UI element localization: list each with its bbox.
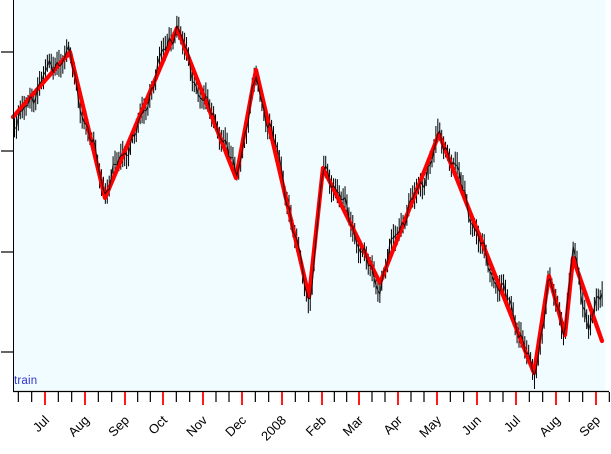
- svg-text:2008: 2008: [258, 413, 289, 444]
- svg-text:Jul: Jul: [501, 412, 523, 434]
- svg-text:Mar: Mar: [340, 412, 367, 439]
- close-line: [14, 23, 603, 377]
- svg-text:Aug: Aug: [65, 413, 92, 440]
- svg-text:Nov: Nov: [183, 412, 210, 439]
- svg-text:Sep: Sep: [105, 413, 132, 440]
- svg-text:Apr: Apr: [380, 412, 405, 437]
- svg-text:Aug: Aug: [536, 413, 563, 440]
- train-label: train: [14, 375, 38, 387]
- plot-background-group: [13, 0, 606, 391]
- x-axis: [13, 390, 610, 405]
- svg-text:Sep: Sep: [576, 413, 603, 440]
- svg-text:Dec: Dec: [222, 412, 249, 439]
- svg-text:May: May: [416, 412, 444, 440]
- svg-text:Oct: Oct: [145, 412, 170, 437]
- y-axis: [1, 0, 14, 392]
- svg-text:Jul: Jul: [30, 412, 52, 434]
- svg-text:Jun: Jun: [459, 413, 484, 438]
- svg-text:Feb: Feb: [303, 413, 329, 439]
- x-axis-labels: Jul Aug Sep Oct Nov Dec 2008 Feb Mar Apr May Jun Jul…: [30, 412, 603, 444]
